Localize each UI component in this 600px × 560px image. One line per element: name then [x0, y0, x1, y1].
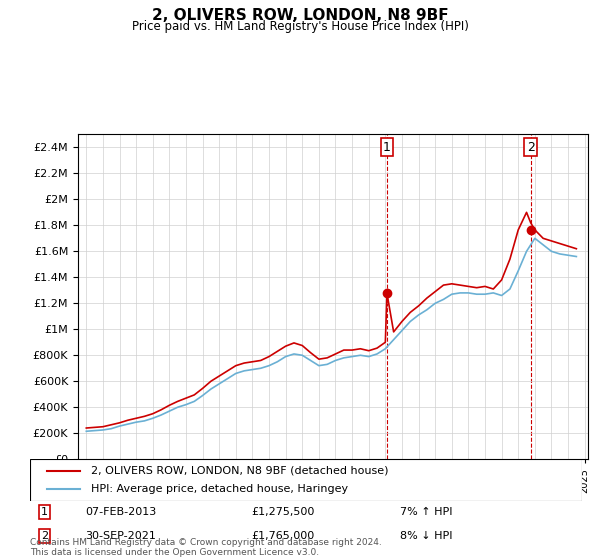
Text: Contains HM Land Registry data © Crown copyright and database right 2024.
This d: Contains HM Land Registry data © Crown c…	[30, 538, 382, 557]
Text: 2: 2	[41, 531, 48, 541]
Text: £1,275,500: £1,275,500	[251, 507, 314, 517]
Text: 2: 2	[527, 141, 535, 154]
Text: 7% ↑ HPI: 7% ↑ HPI	[400, 507, 452, 517]
Text: 07-FEB-2013: 07-FEB-2013	[85, 507, 157, 517]
Text: 1: 1	[383, 141, 391, 154]
FancyBboxPatch shape	[30, 459, 582, 501]
Text: 1: 1	[41, 507, 48, 517]
Text: £1,765,000: £1,765,000	[251, 531, 314, 541]
Text: 8% ↓ HPI: 8% ↓ HPI	[400, 531, 452, 541]
Text: Price paid vs. HM Land Registry's House Price Index (HPI): Price paid vs. HM Land Registry's House …	[131, 20, 469, 32]
Text: 2, OLIVERS ROW, LONDON, N8 9BF (detached house): 2, OLIVERS ROW, LONDON, N8 9BF (detached…	[91, 466, 388, 476]
Text: 2, OLIVERS ROW, LONDON, N8 9BF: 2, OLIVERS ROW, LONDON, N8 9BF	[152, 8, 448, 24]
Text: 30-SEP-2021: 30-SEP-2021	[85, 531, 156, 541]
Text: HPI: Average price, detached house, Haringey: HPI: Average price, detached house, Hari…	[91, 484, 348, 494]
